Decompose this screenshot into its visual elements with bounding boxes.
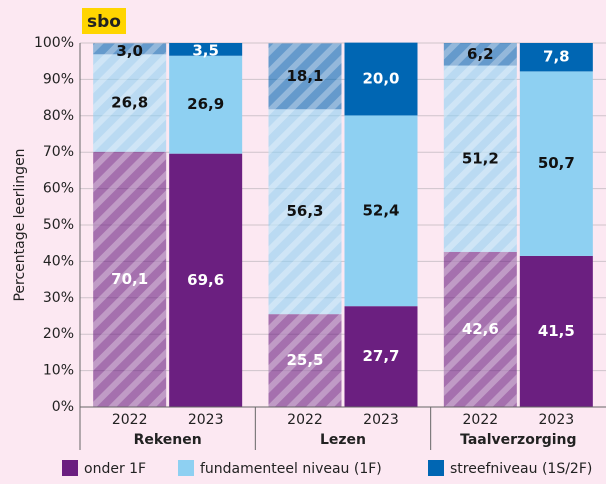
group-label: Lezen <box>320 432 366 448</box>
bar-segment <box>344 42 418 116</box>
badge-bg <box>82 8 126 34</box>
hatch <box>268 109 342 315</box>
value-label: 52,4 <box>362 201 399 219</box>
x-tick-label: 2022 <box>112 412 148 428</box>
bar-segment <box>519 43 593 72</box>
group-label: Rekenen <box>134 432 202 448</box>
value-label: 41,5 <box>538 322 575 340</box>
legend-label: fundamenteel niveau (1F) <box>200 461 382 477</box>
y-tick-label: 80% <box>43 108 74 124</box>
hatch <box>443 43 517 66</box>
bar-segment <box>519 71 593 256</box>
hatch <box>93 151 167 407</box>
y-axis-label: Percentage leerlingen <box>12 148 28 301</box>
value-label: 26,9 <box>187 95 224 113</box>
bar-segment <box>344 306 418 407</box>
value-label: 3,5 <box>192 42 219 60</box>
x-tick-label: 2022 <box>463 412 499 428</box>
y-tick-label: 60% <box>43 181 74 197</box>
x-tick-label: 2023 <box>363 412 399 428</box>
y-tick-label: 100% <box>34 35 74 51</box>
y-tick-label: 40% <box>43 253 74 269</box>
bar-segment <box>519 255 593 407</box>
value-label: 6,2 <box>467 45 494 63</box>
legend-label: streefniveau (1S/2F) <box>450 461 592 477</box>
value-label: 20,0 <box>362 70 399 88</box>
value-label: 51,2 <box>462 149 499 167</box>
x-tick-label: 2023 <box>188 412 224 428</box>
bar-segment <box>169 55 243 154</box>
hatch <box>268 43 342 110</box>
value-label: 70,1 <box>111 270 148 288</box>
value-label: 50,7 <box>538 154 575 172</box>
value-label: 26,8 <box>111 94 148 112</box>
hatch <box>93 43 167 55</box>
group-label: Taalverzorging <box>460 432 576 448</box>
value-label: 42,6 <box>462 320 499 338</box>
hatch <box>443 251 517 407</box>
value-label: 3,0 <box>116 42 143 60</box>
legend-swatch <box>62 460 78 476</box>
bar-segment <box>169 153 243 407</box>
legend-swatch <box>428 460 444 476</box>
y-tick-label: 90% <box>43 71 74 87</box>
hatch <box>93 54 167 152</box>
hatch <box>443 65 517 252</box>
badge: sbo <box>87 12 121 32</box>
x-tick-label: 2022 <box>287 412 323 428</box>
y-tick-label: 70% <box>43 144 74 160</box>
value-label: 7,8 <box>543 48 570 66</box>
value-label: 69,6 <box>187 271 224 289</box>
y-tick-label: 20% <box>43 326 74 342</box>
value-label: 27,7 <box>362 347 399 365</box>
y-tick-label: 0% <box>52 399 74 415</box>
y-tick-label: 50% <box>43 217 74 233</box>
bar-segment <box>169 43 243 56</box>
y-tick-label: 10% <box>43 363 74 379</box>
value-label: 25,5 <box>286 351 323 369</box>
legend-swatch <box>178 460 194 476</box>
x-tick-label: 2023 <box>539 412 575 428</box>
y-tick-label: 30% <box>43 290 74 306</box>
bar-segment <box>344 115 418 307</box>
legend-label: onder 1F <box>84 461 146 477</box>
value-label: 18,1 <box>286 67 323 85</box>
hatch <box>268 314 342 407</box>
value-label: 56,3 <box>286 202 323 220</box>
